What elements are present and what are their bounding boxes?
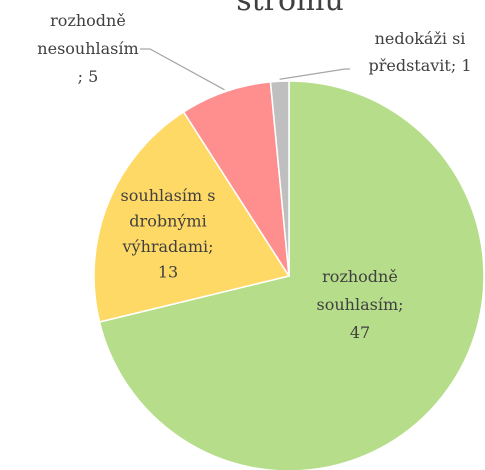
data-label: nedokáži si představit; 1: [368, 29, 471, 75]
leader-line: [140, 48, 225, 91]
pie-slice: [93, 110, 291, 323]
data-label: rozhodně souhlasím; 47: [317, 267, 404, 342]
chart-title: stromu: [236, 0, 344, 18]
data-label: rozhodně nesouhlasím; 5: [37, 11, 138, 86]
pie-slice: [269, 80, 290, 277]
data-label: souhlasím s drobnými výhradami; 13: [121, 186, 216, 282]
pie-slice: [98, 80, 485, 470]
leader-line: [279, 68, 350, 80]
